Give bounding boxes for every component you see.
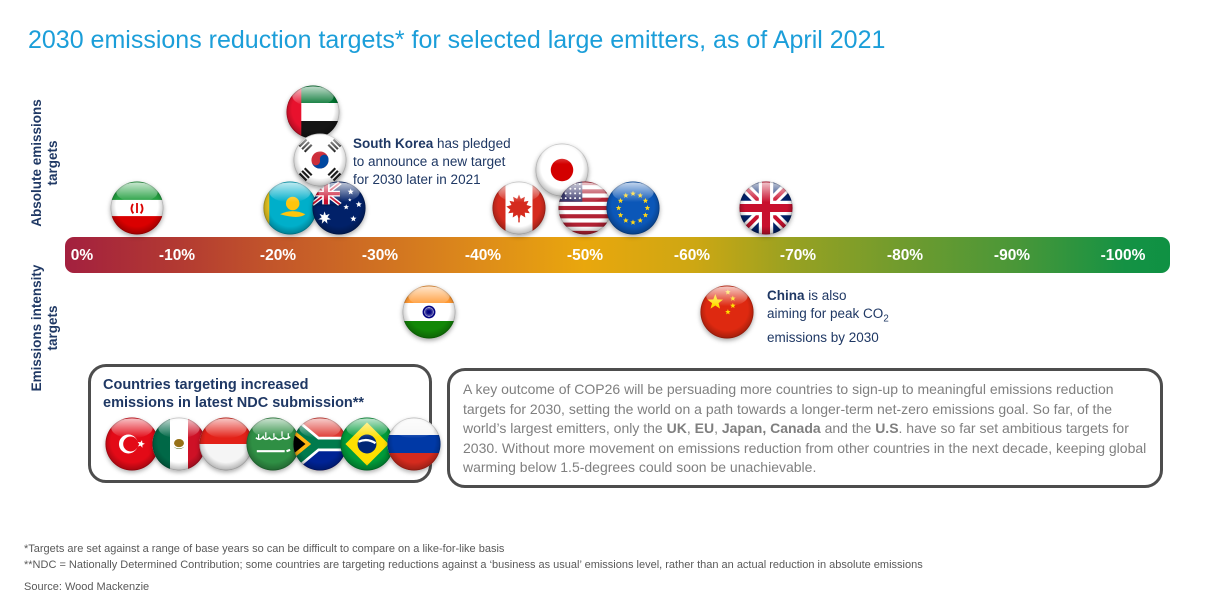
- scale-tick--70pct: -70%: [779, 247, 817, 264]
- flag-australia: [312, 181, 366, 235]
- gradient-scale-bar: 0% -10% -20% -30% -40% -50% -60% -70% -80% -90% -1…: [65, 237, 1170, 273]
- scale-tick--60pct: -60%: [673, 247, 711, 264]
- ndc-flags-row: [105, 417, 441, 471]
- flag-brazil: [340, 417, 394, 471]
- flag-russia: [387, 417, 441, 471]
- cop26-commentary-box: A key outcome of COP26 will be persuadin…: [447, 368, 1163, 488]
- axis-label-intensity-targets: Emissions intensity targets: [29, 264, 60, 392]
- flag-saudi-arabia: [246, 417, 300, 471]
- ndc-increased-emissions-box: Countries targeting increased emissions …: [88, 364, 441, 483]
- chart-title: 2030 emissions reduction targets* for se…: [28, 26, 886, 54]
- flag-india: [402, 285, 456, 339]
- flag-mexico: [152, 417, 206, 471]
- flag-canada: [492, 181, 546, 235]
- scale-tick--80pct: -80%: [886, 247, 924, 264]
- scale-tick--20pct: -20%: [259, 247, 297, 264]
- flag-turkey: [105, 417, 159, 471]
- flag-china: [700, 285, 754, 339]
- scale-tick--50pct: -50%: [566, 247, 604, 264]
- flag-south-africa: [293, 417, 347, 471]
- footnote-targets: *Targets are set against a range of base…: [24, 543, 505, 555]
- flag-us: [558, 181, 612, 235]
- scale-tick--30pct: -30%: [361, 247, 399, 264]
- flag-eu: [606, 181, 660, 235]
- annotation-china: China is also aiming for peak CO2 emission…: [767, 288, 889, 345]
- flag-uk: [739, 181, 793, 235]
- flag-iran: [110, 181, 164, 235]
- axis-label-absolute-targets: Absolute emissions targets: [29, 99, 60, 227]
- footnote-ndc: **NDC = Nationally Determined Contributi…: [24, 559, 923, 571]
- scale-tick--10pct: -10%: [158, 247, 196, 264]
- flag-kazakhstan: [263, 181, 317, 235]
- cop26-text: A key outcome of COP26 will be persuadin…: [463, 381, 1147, 475]
- source-credit: Source: Wood Mackenzie: [24, 581, 150, 593]
- scale-tick--40pct: -40%: [464, 247, 502, 264]
- scale-tick--90pct: -90%: [993, 247, 1031, 264]
- ndc-box-title: Countries targeting increased emissions …: [103, 377, 365, 411]
- flag-indonesia: [199, 417, 253, 471]
- annotation-south-korea: South Korea has pledged to announce a new…: [353, 136, 511, 187]
- scale-tick-0pct: 0%: [70, 247, 94, 264]
- flag-uae: [286, 85, 340, 139]
- scale-tick--100pct: -100%: [1100, 247, 1146, 264]
- flag-south-korea: [293, 133, 347, 187]
